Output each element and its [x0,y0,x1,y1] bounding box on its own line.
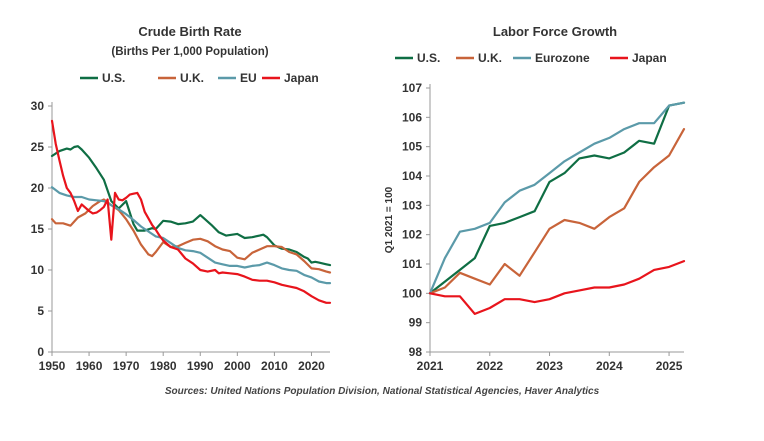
y-tick-label: 10 [31,263,45,277]
legend-entry: Japan [632,51,667,65]
x-tick-label: 2021 [417,359,444,373]
x-tick-label: 1970 [113,359,140,373]
legend-entry: EU [240,71,257,85]
x-tick-label: 1950 [39,359,66,373]
y-tick-label: 98 [409,345,423,359]
chart-subtitle: (Births Per 1,000 Population) [111,46,268,58]
chart-2: Labor Force Growth U.S. U.K. Eurozone Japan 9… [384,24,686,373]
y-tick-label: 25 [31,140,45,154]
y-tick-label: 103 [402,198,422,212]
y-tick-label: 30 [31,99,45,113]
y-tick-label: 99 [409,316,423,330]
x-tick-label: 2022 [476,359,503,373]
y-axis-label: Q1 2021 = 100 [384,186,395,253]
legend-entry: Eurozone [535,51,590,65]
x-tick-label: 1960 [76,359,103,373]
series-line [428,260,686,315]
y-tick-label: 101 [402,257,422,271]
y-tick-label: 105 [402,140,422,154]
source-note: Sources: United Nations Population Divis… [164,386,600,397]
legend-entry: U.K. [180,71,204,85]
series-line [428,128,686,295]
series-line [50,145,332,267]
x-tick-label: 2010 [261,359,288,373]
chart-title: Crude Birth Rate [138,24,241,39]
legend-entry: U.S. [417,51,440,65]
legend-entry: U.K. [478,51,502,65]
y-tick-label: 15 [31,222,45,236]
y-tick-label: 0 [37,345,44,359]
x-tick-label: 2024 [596,359,623,373]
x-tick-label: 2020 [298,359,325,373]
y-tick-label: 104 [402,169,422,183]
legend-entry: Japan [284,71,319,85]
legend-entry: U.S. [102,71,125,85]
series-line [428,101,686,295]
x-tick-label: 2023 [536,359,563,373]
series-line [50,198,332,274]
y-tick-label: 20 [31,181,45,195]
series-line [428,101,686,295]
x-tick-label: 1980 [150,359,177,373]
y-tick-label: 106 [402,110,422,124]
series-line [50,186,332,285]
x-tick-label: 2000 [224,359,251,373]
chart-title: Labor Force Growth [493,24,617,39]
chart-1: Crude Birth Rate (Births Per 1,000 Popula… [31,24,332,373]
y-tick-label: 100 [402,286,422,300]
x-tick-label: 2025 [656,359,683,373]
y-tick-label: 107 [402,81,422,95]
y-tick-label: 5 [37,304,44,318]
x-tick-label: 1990 [187,359,214,373]
series-line [50,119,332,304]
y-tick-label: 102 [402,228,422,242]
